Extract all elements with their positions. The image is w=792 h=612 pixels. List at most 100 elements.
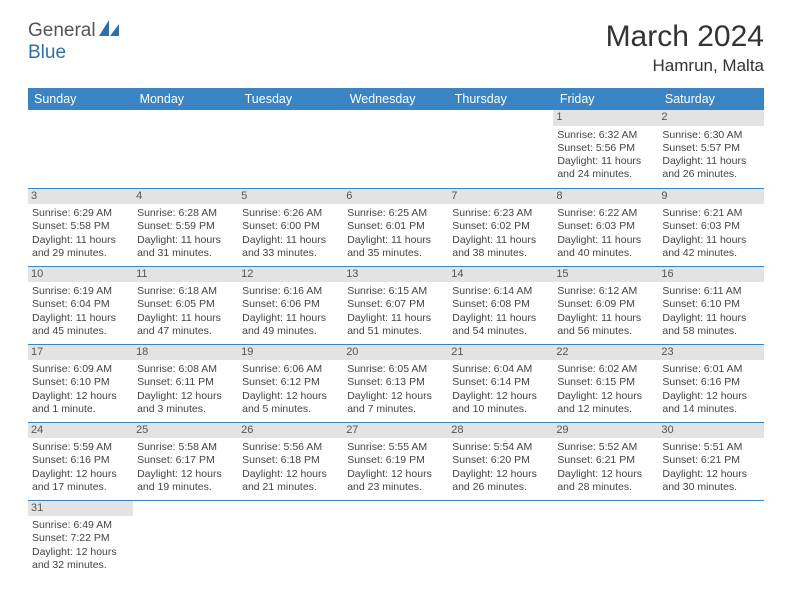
calendar-week-row: 1 Sunrise: 6:32 AMSunset: 5:56 PMDaylight… <box>28 110 764 188</box>
day-details: Sunrise: 6:26 AMSunset: 6:00 PMDaylight:… <box>242 206 339 260</box>
logo-text-blue: Blue <box>28 42 66 63</box>
calendar-day-cell: 9Sunrise: 6:21 AMSunset: 6:03 PMDaylight… <box>658 188 763 266</box>
calendar-day-cell: 15Sunrise: 6:12 AMSunset: 6:09 PMDayligh… <box>553 266 658 344</box>
day-number: 6 <box>343 189 448 205</box>
day-number: 13 <box>343 267 448 283</box>
weekday-header: Saturday <box>658 88 763 110</box>
calendar-day-cell: 19Sunrise: 6:06 AMSunset: 6:12 PMDayligh… <box>238 344 343 422</box>
day-details: Sunrise: 6:08 AMSunset: 6:11 PMDaylight:… <box>137 362 234 416</box>
day-details: Sunrise: 6:01 AMSunset: 6:16 PMDaylight:… <box>662 362 759 416</box>
calendar-day-cell: 16Sunrise: 6:11 AMSunset: 6:10 PMDayligh… <box>658 266 763 344</box>
calendar-table: SundayMondayTuesdayWednesdayThursdayFrid… <box>28 88 764 578</box>
calendar-day-cell: 13Sunrise: 6:15 AMSunset: 6:07 PMDayligh… <box>343 266 448 344</box>
day-details: Sunrise: 5:55 AMSunset: 6:19 PMDaylight:… <box>347 440 444 494</box>
day-details: Sunrise: 6:29 AMSunset: 5:58 PMDaylight:… <box>32 206 129 260</box>
day-number: 9 <box>658 189 763 205</box>
day-number: 5 <box>238 189 343 205</box>
calendar-week-row: 3Sunrise: 6:29 AMSunset: 5:58 PMDaylight… <box>28 188 764 266</box>
day-number: 8 <box>553 189 658 205</box>
calendar-day-cell <box>133 110 238 188</box>
day-details: Sunrise: 6:32 AMSunset: 5:56 PMDaylight:… <box>557 128 654 182</box>
day-number: 17 <box>28 345 133 361</box>
day-number: 7 <box>448 189 553 205</box>
day-details: Sunrise: 6:19 AMSunset: 6:04 PMDaylight:… <box>32 284 129 338</box>
day-details: Sunrise: 6:16 AMSunset: 6:06 PMDaylight:… <box>242 284 339 338</box>
calendar-day-cell <box>343 500 448 578</box>
calendar-day-cell: 30Sunrise: 5:51 AMSunset: 6:21 PMDayligh… <box>658 422 763 500</box>
day-number: 4 <box>133 189 238 205</box>
day-details: Sunrise: 6:21 AMSunset: 6:03 PMDaylight:… <box>662 206 759 260</box>
day-details: Sunrise: 5:56 AMSunset: 6:18 PMDaylight:… <box>242 440 339 494</box>
day-number: 26 <box>238 423 343 439</box>
day-number: 24 <box>28 423 133 439</box>
weekday-header: Sunday <box>28 88 133 110</box>
day-details: Sunrise: 6:18 AMSunset: 6:05 PMDaylight:… <box>137 284 234 338</box>
logo-sail-icon <box>99 20 121 36</box>
calendar-day-cell: 17Sunrise: 6:09 AMSunset: 6:10 PMDayligh… <box>28 344 133 422</box>
day-details: Sunrise: 6:49 AMSunset: 7:22 PMDaylight:… <box>32 518 129 572</box>
weekday-header: Tuesday <box>238 88 343 110</box>
title-block: March 2024 Hamrun, Malta <box>606 20 764 76</box>
calendar-week-row: 31Sunrise: 6:49 AMSunset: 7:22 PMDayligh… <box>28 500 764 578</box>
calendar-day-cell <box>238 110 343 188</box>
calendar-day-cell: 22Sunrise: 6:02 AMSunset: 6:15 PMDayligh… <box>553 344 658 422</box>
calendar-day-cell: 6Sunrise: 6:25 AMSunset: 6:01 PMDaylight… <box>343 188 448 266</box>
calendar-day-cell: 5Sunrise: 6:26 AMSunset: 6:00 PMDaylight… <box>238 188 343 266</box>
weekday-header: Monday <box>133 88 238 110</box>
calendar-day-cell: 25Sunrise: 5:58 AMSunset: 6:17 PMDayligh… <box>133 422 238 500</box>
calendar-day-cell: 26Sunrise: 5:56 AMSunset: 6:18 PMDayligh… <box>238 422 343 500</box>
day-number: 22 <box>553 345 658 361</box>
calendar-day-cell: 2Sunrise: 6:30 AMSunset: 5:57 PMDaylight… <box>658 110 763 188</box>
logo-text-general: General <box>28 20 96 41</box>
weekday-header: Thursday <box>448 88 553 110</box>
calendar-day-cell: 27Sunrise: 5:55 AMSunset: 6:19 PMDayligh… <box>343 422 448 500</box>
weekday-header: Friday <box>553 88 658 110</box>
day-number: 29 <box>553 423 658 439</box>
day-number: 27 <box>343 423 448 439</box>
day-details: Sunrise: 6:15 AMSunset: 6:07 PMDaylight:… <box>347 284 444 338</box>
day-number: 3 <box>28 189 133 205</box>
calendar-day-cell <box>133 500 238 578</box>
day-details: Sunrise: 6:02 AMSunset: 6:15 PMDaylight:… <box>557 362 654 416</box>
day-details: Sunrise: 6:14 AMSunset: 6:08 PMDaylight:… <box>452 284 549 338</box>
day-details: Sunrise: 6:11 AMSunset: 6:10 PMDaylight:… <box>662 284 759 338</box>
calendar-day-cell <box>343 110 448 188</box>
day-number: 1 <box>553 110 658 126</box>
calendar-day-cell: 12Sunrise: 6:16 AMSunset: 6:06 PMDayligh… <box>238 266 343 344</box>
weekday-header-row: SundayMondayTuesdayWednesdayThursdayFrid… <box>28 88 764 110</box>
day-details: Sunrise: 6:28 AMSunset: 5:59 PMDaylight:… <box>137 206 234 260</box>
day-number: 11 <box>133 267 238 283</box>
day-details: Sunrise: 5:51 AMSunset: 6:21 PMDaylight:… <box>662 440 759 494</box>
calendar-day-cell <box>238 500 343 578</box>
day-number: 14 <box>448 267 553 283</box>
calendar-day-cell: 14Sunrise: 6:14 AMSunset: 6:08 PMDayligh… <box>448 266 553 344</box>
calendar-day-cell: 28Sunrise: 5:54 AMSunset: 6:20 PMDayligh… <box>448 422 553 500</box>
day-details: Sunrise: 6:23 AMSunset: 6:02 PMDaylight:… <box>452 206 549 260</box>
day-details: Sunrise: 5:58 AMSunset: 6:17 PMDaylight:… <box>137 440 234 494</box>
day-details: Sunrise: 6:06 AMSunset: 6:12 PMDaylight:… <box>242 362 339 416</box>
header: General Blue March 2024 Hamrun, Malta <box>28 20 764 76</box>
day-number: 15 <box>553 267 658 283</box>
calendar-day-cell: 10Sunrise: 6:19 AMSunset: 6:04 PMDayligh… <box>28 266 133 344</box>
calendar-day-cell: 29Sunrise: 5:52 AMSunset: 6:21 PMDayligh… <box>553 422 658 500</box>
day-number: 19 <box>238 345 343 361</box>
day-details: Sunrise: 6:09 AMSunset: 6:10 PMDaylight:… <box>32 362 129 416</box>
calendar-day-cell: 24Sunrise: 5:59 AMSunset: 6:16 PMDayligh… <box>28 422 133 500</box>
day-details: Sunrise: 6:22 AMSunset: 6:03 PMDaylight:… <box>557 206 654 260</box>
calendar-day-cell: 21Sunrise: 6:04 AMSunset: 6:14 PMDayligh… <box>448 344 553 422</box>
calendar-day-cell: 1 Sunrise: 6:32 AMSunset: 5:56 PMDaylight… <box>553 110 658 188</box>
day-details: Sunrise: 5:59 AMSunset: 6:16 PMDaylight:… <box>32 440 129 494</box>
calendar-day-cell: 23Sunrise: 6:01 AMSunset: 6:16 PMDayligh… <box>658 344 763 422</box>
day-details: Sunrise: 5:54 AMSunset: 6:20 PMDaylight:… <box>452 440 549 494</box>
day-number: 23 <box>658 345 763 361</box>
day-number: 16 <box>658 267 763 283</box>
day-number: 20 <box>343 345 448 361</box>
logo-text: General Blue <box>28 20 121 64</box>
day-number: 31 <box>28 501 133 517</box>
day-details: Sunrise: 6:04 AMSunset: 6:14 PMDaylight:… <box>452 362 549 416</box>
month-title: March 2024 <box>606 20 764 54</box>
calendar-day-cell <box>448 500 553 578</box>
day-details: Sunrise: 5:52 AMSunset: 6:21 PMDaylight:… <box>557 440 654 494</box>
calendar-day-cell <box>553 500 658 578</box>
day-number: 18 <box>133 345 238 361</box>
